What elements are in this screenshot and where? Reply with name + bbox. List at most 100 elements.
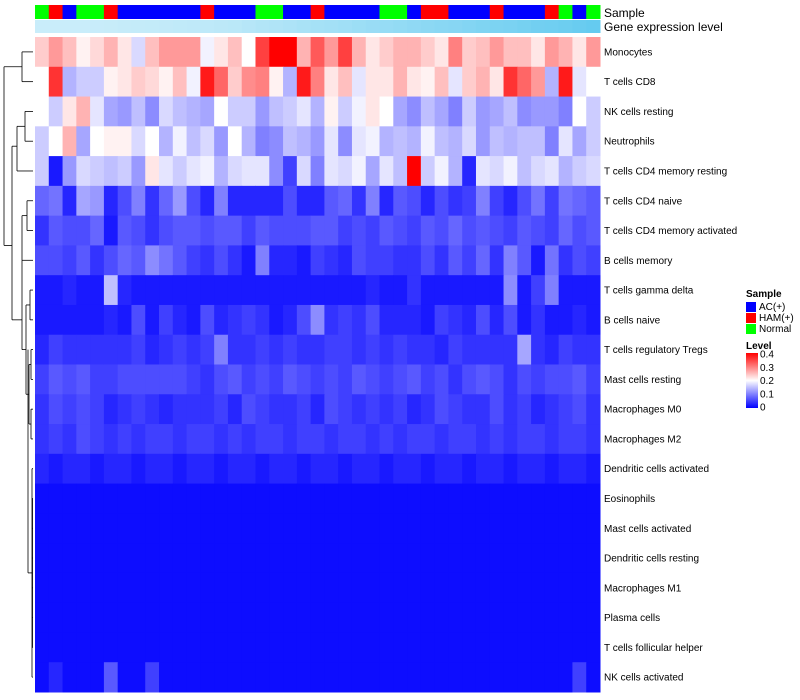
heatmap-cell <box>379 66 394 98</box>
sample-annotation-cell <box>172 5 188 19</box>
heatmap-cell <box>131 394 146 425</box>
heatmap-cell <box>558 96 573 127</box>
heatmap-cell <box>241 453 256 485</box>
heatmap-cell <box>434 304 449 336</box>
heatmap-cell <box>572 513 587 544</box>
heatmap-cell <box>462 394 477 425</box>
expression-annotation-cell <box>324 20 339 33</box>
heatmap-cell <box>558 632 573 663</box>
sample-annotation-cell <box>255 5 270 19</box>
heatmap-cell <box>117 215 132 246</box>
heatmap-cell <box>365 513 381 544</box>
heatmap-cell <box>448 632 463 663</box>
heatmap-cell <box>310 572 325 604</box>
heatmap-cell <box>62 662 77 693</box>
heatmap-cell <box>62 424 77 455</box>
heatmap-cell <box>338 245 353 276</box>
sample-annotation-cell <box>365 5 381 19</box>
heatmap-cell <box>186 185 201 217</box>
heatmap-cell <box>145 394 160 425</box>
heatmap-cell <box>544 572 560 604</box>
heatmap-cell <box>296 215 312 246</box>
heatmap-cell <box>269 632 284 663</box>
heatmap-cell <box>420 364 436 395</box>
heatmap-cell <box>296 37 312 68</box>
heatmap-cell <box>103 453 119 485</box>
legend-sample-title: Sample <box>746 289 782 300</box>
heatmap-cell <box>379 453 394 485</box>
sample-annotation-cell <box>572 5 587 19</box>
heatmap-cell <box>200 185 215 217</box>
heatmap-cell <box>283 334 298 365</box>
heatmap-cell <box>531 453 546 485</box>
heatmap-cell <box>558 543 573 574</box>
heatmap-cell <box>434 572 449 604</box>
heatmap-cell <box>172 66 188 98</box>
heatmap-cell <box>393 304 408 336</box>
heatmap-cell <box>448 424 463 455</box>
heatmap-cell <box>296 453 312 485</box>
heatmap-cell <box>434 185 449 217</box>
expression-annotation-cell <box>76 20 91 33</box>
heatmap-cell <box>434 156 449 187</box>
heatmap-cell <box>90 156 105 187</box>
heatmap-cell <box>503 245 518 276</box>
heatmap-cell <box>200 126 215 157</box>
heatmap-cell <box>131 185 146 217</box>
heatmap-cell <box>351 453 367 485</box>
expression-annotation-cell <box>407 20 422 33</box>
heatmap-cell <box>558 394 573 425</box>
heatmap-cell <box>462 96 477 127</box>
heatmap-cell <box>90 215 105 246</box>
heatmap-cell <box>489 156 505 187</box>
heatmap-cell <box>379 185 394 217</box>
heatmap-cell <box>558 513 573 544</box>
expression-annotation-cell <box>475 20 491 33</box>
heatmap-cell <box>338 662 353 693</box>
heatmap-cell <box>420 543 436 574</box>
heatmap-cell <box>475 394 491 425</box>
heatmap-cell <box>117 572 132 604</box>
expression-annotation-cell <box>117 20 132 33</box>
heatmap-cell <box>255 632 270 663</box>
heatmap-cell <box>48 513 64 544</box>
heatmap-cell <box>48 126 64 157</box>
expression-annotation-cell <box>214 20 229 33</box>
heatmap-cell <box>90 66 105 98</box>
heatmap-cell <box>159 185 174 217</box>
heatmap-cell <box>503 215 518 246</box>
heatmap-cell <box>462 304 477 336</box>
heatmap-cell <box>310 602 325 633</box>
heatmap-cell <box>310 424 325 455</box>
row-label: T cells follicular helper <box>604 643 703 654</box>
heatmap-cell <box>296 156 312 187</box>
heatmap-cell <box>420 602 436 633</box>
heatmap-cell <box>475 543 491 574</box>
heatmap-cell <box>420 632 436 663</box>
heatmap-cell <box>117 513 132 544</box>
heatmap-cell <box>420 424 436 455</box>
heatmap-cell <box>393 513 408 544</box>
heatmap-cell <box>35 364 50 395</box>
heatmap-cell <box>517 513 532 544</box>
heatmap-cell <box>517 334 532 365</box>
heatmap-cell <box>544 185 560 217</box>
heatmap-cell <box>489 96 505 127</box>
heatmap-cell <box>35 632 50 663</box>
heatmap-cell <box>117 543 132 574</box>
heatmap-cell <box>200 37 215 68</box>
heatmap-cell <box>365 66 381 98</box>
heatmap-cell <box>186 37 201 68</box>
heatmap-cell <box>283 96 298 127</box>
heatmap-cell <box>62 572 77 604</box>
heatmap-cell <box>283 275 298 306</box>
heatmap-cell <box>103 543 119 574</box>
row-label: Macrophages M1 <box>604 583 682 594</box>
heatmap-cell <box>379 513 394 544</box>
heatmap-cell <box>296 632 312 663</box>
heatmap-cell <box>434 275 449 306</box>
heatmap-cell <box>475 215 491 246</box>
heatmap-cell <box>351 96 367 127</box>
heatmap-cell <box>448 543 463 574</box>
heatmap-cell <box>35 513 50 544</box>
